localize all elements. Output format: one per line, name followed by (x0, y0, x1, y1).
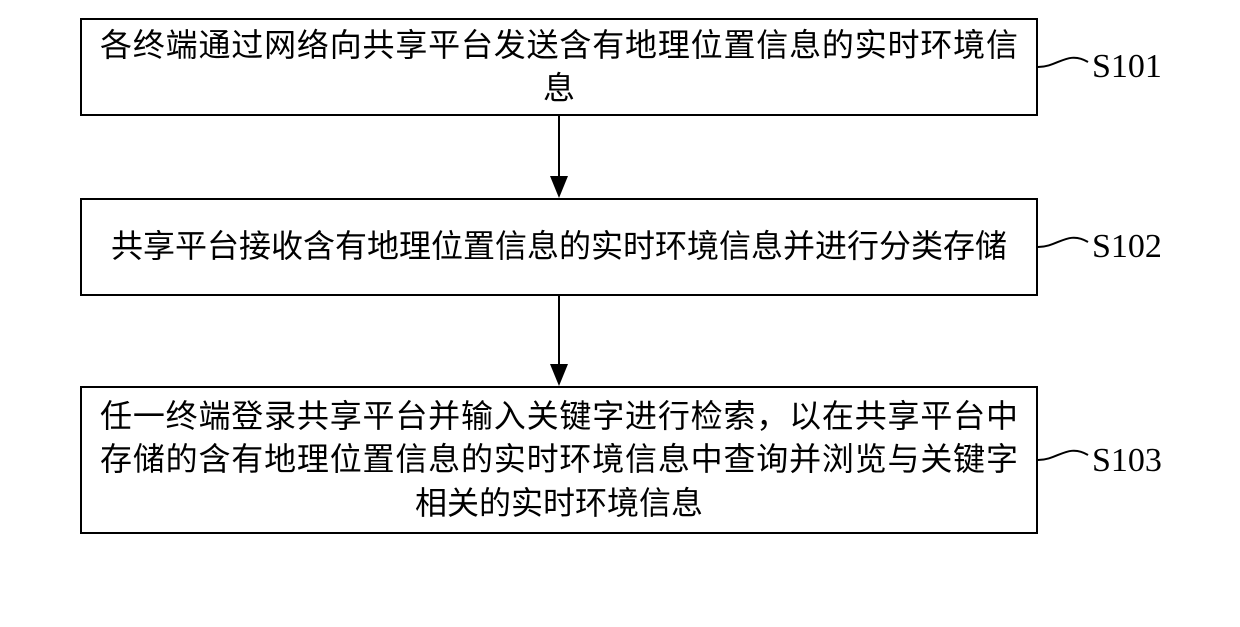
step-label-s103: S103 (1092, 442, 1162, 480)
edge-arrowhead (550, 364, 568, 386)
label-connector (1038, 451, 1088, 460)
connector-group (1038, 58, 1088, 460)
step-label-s102: S102 (1092, 228, 1162, 266)
step-label-s101: S101 (1092, 48, 1162, 86)
flow-node-s103: 任一终端登录共享平台并输入关键字进行检索，以在共享平台中存储的含有地理位置信息的… (80, 386, 1038, 534)
label-connector (1038, 238, 1088, 247)
flow-node-s103-text: 任一终端登录共享平台并输入关键字进行检索，以在共享平台中存储的含有地理位置信息的… (100, 395, 1018, 525)
edge-arrowhead (550, 176, 568, 198)
label-connector (1038, 58, 1088, 67)
flow-node-s102-text: 共享平台接收含有地理位置信息的实时环境信息并进行分类存储 (111, 225, 1007, 268)
flow-node-s101-text: 各终端通过网络向共享平台发送含有地理位置信息的实时环境信息 (100, 24, 1018, 110)
flowchart-canvas: 各终端通过网络向共享平台发送含有地理位置信息的实时环境信息 共享平台接收含有地理… (0, 0, 1240, 627)
flow-node-s102: 共享平台接收含有地理位置信息的实时环境信息并进行分类存储 (80, 198, 1038, 296)
flow-node-s101: 各终端通过网络向共享平台发送含有地理位置信息的实时环境信息 (80, 18, 1038, 116)
